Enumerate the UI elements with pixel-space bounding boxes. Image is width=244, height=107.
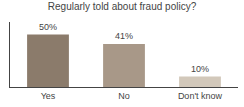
svg-text:No: No xyxy=(118,91,130,101)
svg-text:10%: 10% xyxy=(191,64,209,74)
svg-text:Don't know: Don't know xyxy=(178,91,223,101)
svg-text:Yes: Yes xyxy=(41,91,56,101)
svg-text:41%: 41% xyxy=(115,31,133,41)
svg-text:50%: 50% xyxy=(39,22,57,32)
svg-text:Regularly told about fraud pol: Regularly told about fraud policy? xyxy=(48,1,197,12)
